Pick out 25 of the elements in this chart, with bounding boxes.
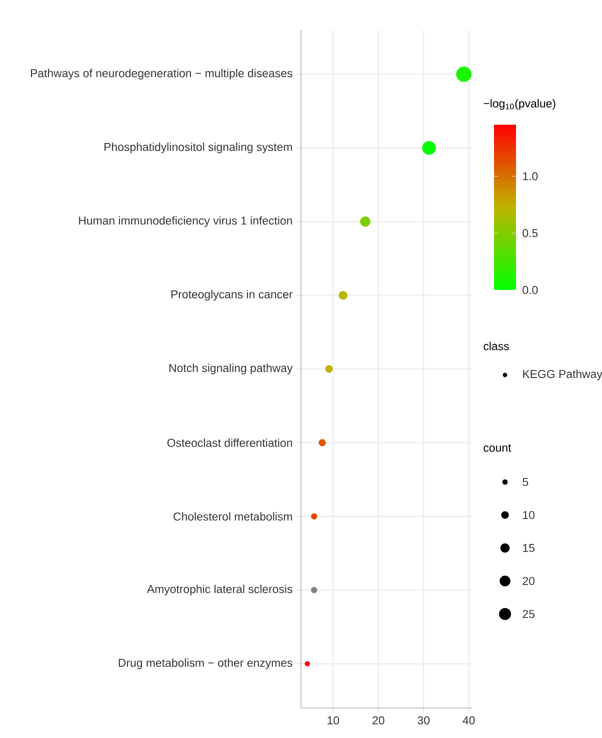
legend-title: class [483, 342, 509, 350]
y-tick-label: Notch signaling pathway [169, 364, 292, 374]
y-tick-label: Human immunodeficiency virus 1 infection [78, 216, 292, 227]
y-tick-label: Osteoclast differentiation [167, 438, 292, 447]
y-tick-label: Amyotrophic lateral sclerosis [146, 584, 292, 596]
legend-label: 5 [522, 478, 528, 486]
y-tick-label: Cholesterol metabolism [173, 512, 292, 521]
y-tick-label: Drug metabolism − other enzymes [118, 658, 292, 670]
x-tick-label: 10 [327, 716, 339, 724]
color-bar-label: 1.0 [522, 172, 538, 180]
y-tick-label: Phosphatidylinositol signaling system [104, 142, 292, 154]
legend-label: 10 [522, 510, 534, 520]
color-bar-label: 0.0 [522, 286, 538, 294]
y-tick-label: Pathways of neurodegeneration − multiple diseases [30, 68, 292, 80]
color-bar-label: 0.5 [522, 229, 538, 238]
x-tick-label: 20 [372, 716, 384, 724]
legend-label: 20 [522, 576, 534, 586]
text: KEGG Pathway [522, 370, 602, 380]
color-bar-title: −log$_{10}$(pvalue) [484, 99, 556, 110]
text: count [483, 444, 511, 452]
x-tick-label: 30 [417, 716, 430, 724]
legend-label: 15 [522, 544, 534, 552]
y-tick-label: Proteoglycans in cancer [171, 290, 292, 301]
legend-label: 25 [522, 610, 534, 618]
x-tick-label: 40 [462, 716, 475, 724]
